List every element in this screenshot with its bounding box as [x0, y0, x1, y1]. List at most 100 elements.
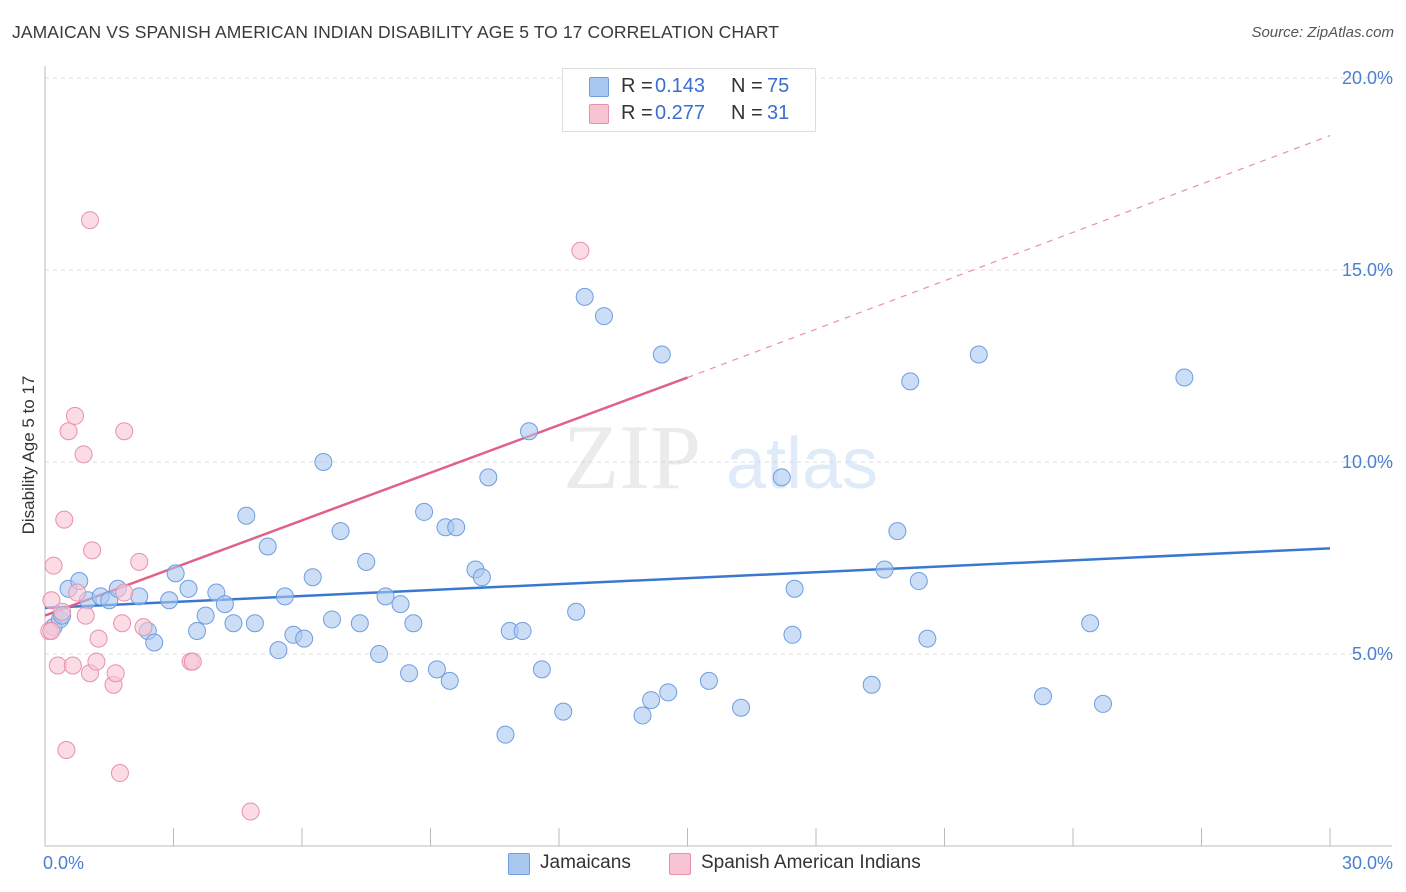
jamaican-point [275, 587, 294, 606]
x-tick-label: 0.0% [43, 853, 84, 873]
legend-r-value: 0.277 [655, 102, 706, 124]
y-axis-label: Disability Age 5 to 17 [19, 376, 38, 535]
spanish-point [241, 802, 260, 821]
jamaican-point [427, 660, 446, 679]
jamaican-point [295, 629, 314, 648]
legend-r-label: R = [621, 75, 653, 97]
spanish-point [44, 556, 63, 575]
jamaican-point [875, 560, 894, 579]
jamaican-point [391, 595, 410, 614]
jamaican-point [888, 522, 907, 541]
jamaican-point [215, 595, 234, 614]
jamaican-point [196, 606, 215, 625]
jamaican-point [314, 453, 333, 471]
jamaican-point [440, 671, 459, 690]
jamaican-point [862, 675, 881, 694]
jamaican-point [918, 629, 937, 648]
jamaican-point [160, 591, 179, 610]
spanish-point [53, 602, 72, 621]
jamaican-point [909, 572, 928, 591]
axes: 5.0% 10.0% 15.0% 20.0% 0.0% 30.0% [43, 66, 1393, 873]
jamaican-point [224, 614, 243, 633]
spanish-point [42, 591, 61, 610]
legend-swatch-blue [508, 853, 530, 875]
spanish-point [106, 664, 125, 683]
legend-n-value: 31 [767, 102, 790, 124]
watermark-zip: ZIP [563, 406, 701, 508]
legend-r-label: R = [621, 102, 653, 124]
trend-lines [44, 135, 1331, 617]
jamaican-point [130, 587, 149, 606]
spanish-trend-extension [687, 135, 1331, 379]
jamaican-point [145, 633, 164, 652]
chart-title: JAMAICAN VS SPANISH AMERICAN INDIAN DISA… [12, 22, 780, 42]
jamaican-point [331, 522, 350, 541]
jamaican-point [404, 614, 423, 633]
jamaican-point [245, 614, 264, 633]
spanish-point [65, 406, 84, 425]
legend-swatch-pink [589, 104, 609, 124]
jamaican-point [376, 587, 395, 606]
spanish-trend-line [44, 376, 688, 617]
spanish-point [571, 241, 590, 260]
jamaican-point [772, 468, 791, 487]
spanish-point [55, 510, 74, 529]
data-points [40, 211, 1194, 821]
jamaican-point [447, 518, 466, 537]
jamaican-point [1034, 687, 1053, 706]
jamaican-point [269, 641, 288, 660]
jamaican-point [258, 537, 277, 556]
spanish-point [110, 764, 129, 783]
jamaican-point [659, 683, 678, 702]
jamaican-point [969, 345, 988, 364]
legend-swatch-blue [589, 77, 609, 97]
legend-label: Spanish American Indians [701, 852, 921, 873]
jamaican-point [188, 621, 207, 640]
spanish-point [87, 652, 106, 671]
spanish-point [76, 606, 95, 625]
jamaican-point [496, 725, 515, 744]
spanish-point [83, 541, 102, 560]
jamaican-point [513, 621, 532, 640]
y-tick-label: 15.0% [1342, 260, 1393, 280]
legend-swatch-pink [669, 853, 691, 875]
jamaican-point [322, 610, 341, 629]
jamaican-point [370, 645, 389, 663]
jamaican-point [554, 702, 573, 721]
spanish-point [113, 614, 132, 633]
jamaican-trend-line [44, 547, 1331, 610]
x-tick-label: 30.0% [1342, 853, 1393, 873]
jamaican-point [237, 506, 256, 525]
spanish-point [68, 583, 87, 602]
spanish-point [74, 445, 93, 464]
jamaican-point [415, 502, 434, 521]
jamaican-point [166, 564, 185, 583]
legend-label: Jamaicans [540, 852, 631, 873]
y-tick-label: 20.0% [1342, 68, 1393, 88]
spanish-point [59, 422, 78, 441]
spanish-point [48, 656, 67, 675]
jamaican-point [520, 422, 539, 441]
legend-n-value: 75 [767, 75, 790, 97]
spanish-point [130, 552, 149, 571]
jamaican-point [472, 568, 491, 587]
jamaican-point [1093, 694, 1112, 713]
jamaican-point [532, 660, 551, 679]
spanish-point [183, 652, 202, 671]
jamaican-point [575, 287, 594, 306]
source-credit: Source: ZipAtlas.com [1251, 24, 1394, 41]
legend-n-label: N = [731, 102, 763, 124]
jamaican-point [642, 691, 661, 710]
spanish-point [80, 211, 99, 230]
spanish-point [115, 422, 134, 441]
jamaican-point [652, 345, 671, 364]
jamaican-point [357, 552, 376, 571]
jamaican-point [1175, 368, 1194, 387]
legend-r-value: 0.143 [655, 75, 706, 97]
jamaican-point [699, 671, 718, 690]
jamaican-point [303, 568, 322, 587]
spanish-point [42, 621, 61, 640]
jamaican-point [1081, 614, 1100, 633]
spanish-point [115, 583, 134, 602]
